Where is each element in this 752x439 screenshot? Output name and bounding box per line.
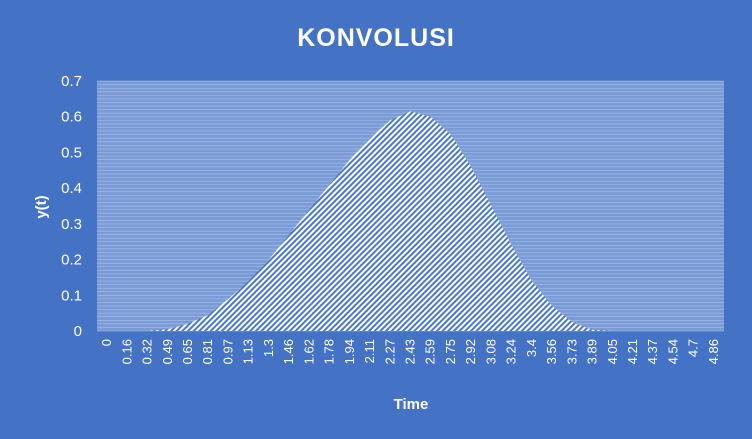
x-tick-label: 2.92 — [463, 339, 478, 364]
x-tick-label: 1.46 — [281, 339, 296, 364]
y-tick-label: 0.3 — [61, 216, 82, 233]
x-tick-label: 0 — [99, 339, 114, 346]
x-tick-label: 1.13 — [241, 339, 256, 364]
x-tick-label: 1.3 — [261, 339, 276, 357]
x-tick-label: 4.37 — [645, 339, 660, 364]
y-axis-ticks: 0 0.1 0.2 0.3 0.4 0.5 0.6 0.7 — [61, 73, 82, 340]
x-axis-title: Time — [394, 396, 429, 413]
x-tick-label: 3.24 — [504, 339, 519, 364]
x-tick-label: 4.05 — [605, 339, 620, 364]
x-tick-label: 2.43 — [403, 339, 418, 364]
x-tick-label: 3.89 — [585, 339, 600, 364]
y-tick-label: 0.2 — [61, 252, 82, 269]
x-tick-label: 0.32 — [140, 339, 155, 364]
x-tick-label: 2.11 — [362, 339, 377, 363]
x-tick-label: 0.81 — [200, 339, 215, 364]
x-tick-label: 3.4 — [524, 339, 539, 357]
x-tick-label: 0.49 — [160, 339, 175, 364]
x-tick-label: 4.21 — [625, 339, 640, 364]
x-axis-ticks: 0 0.16 0.32 0.49 0.65 0.81 0.97 1.13 1.3 1.46 1.62… — [99, 339, 721, 364]
x-tick-label: 1.94 — [342, 339, 357, 364]
x-tick-label: 2.27 — [382, 339, 397, 364]
x-tick-label: 3.73 — [564, 339, 579, 364]
x-tick-label: 2.75 — [443, 339, 458, 364]
y-tick-label: 0.4 — [61, 180, 82, 197]
y-tick-label: 0.1 — [61, 287, 82, 304]
y-tick-label: 0.5 — [61, 144, 82, 161]
x-tick-label: 3.56 — [544, 339, 559, 364]
x-tick-label: 0.65 — [180, 339, 195, 364]
y-axis-title: y(t) — [33, 195, 50, 218]
x-tick-label: 1.78 — [322, 339, 337, 364]
series-area — [107, 111, 714, 331]
y-tick-label: 0.6 — [61, 109, 82, 126]
x-tick-label: 1.62 — [301, 339, 316, 364]
x-tick-label: 2.59 — [423, 339, 438, 364]
x-tick-label: 4.7 — [686, 339, 701, 357]
chart-title: KONVOLUSI — [297, 24, 455, 52]
x-tick-label: 0.97 — [220, 339, 235, 364]
x-tick-label: 4.86 — [706, 339, 721, 364]
y-tick-label: 0.7 — [61, 73, 82, 90]
x-tick-label: 3.08 — [483, 339, 498, 364]
y-tick-label: 0 — [74, 323, 82, 340]
x-tick-label: 4.54 — [665, 339, 680, 364]
x-tick-label: 0.16 — [119, 339, 134, 364]
